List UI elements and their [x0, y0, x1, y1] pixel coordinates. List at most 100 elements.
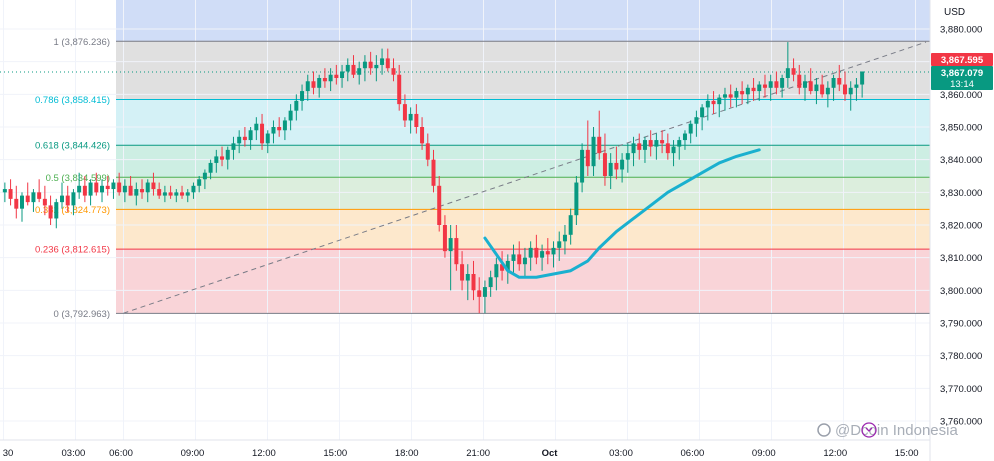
candle-body	[488, 277, 493, 288]
candle-body	[785, 68, 790, 78]
candle-body	[642, 140, 647, 150]
candle-body	[277, 127, 282, 131]
candle-body	[77, 185, 82, 193]
clock-icon[interactable]	[861, 422, 877, 438]
candle-body	[551, 247, 556, 255]
candle-body	[185, 192, 190, 196]
candle-body	[688, 123, 693, 134]
price-tick-label: 3,760.000	[940, 417, 982, 428]
price-tick-label: 3,800.000	[940, 286, 982, 297]
candle-body	[345, 64, 350, 72]
candle-body	[762, 84, 767, 88]
fib-lines	[116, 40, 930, 314]
fib-zone-1	[116, 41, 930, 100]
candle-body	[191, 185, 196, 193]
candle-body	[454, 238, 459, 265]
time-tick-label: 18:00	[395, 448, 419, 459]
candle-body	[145, 182, 150, 193]
candle-body	[694, 117, 699, 124]
candle-body	[48, 205, 53, 219]
candle-body	[700, 107, 705, 118]
candle-body	[711, 100, 716, 105]
candle-body	[625, 153, 630, 160]
time-tick-label: 30	[3, 448, 14, 459]
candle-body	[608, 162, 613, 176]
candle-body	[334, 74, 339, 78]
dashed-trendline[interactable]	[123, 41, 927, 314]
candle-body	[460, 264, 465, 281]
candle-body	[740, 91, 745, 95]
last-price-text: 3,867.595	[941, 55, 984, 66]
moving-average-line	[483, 148, 761, 279]
candle-body	[637, 143, 642, 150]
fib-label-0.5: 0.5 (3,834.599)	[46, 173, 110, 184]
candle-body	[111, 182, 116, 190]
time-tick-label: 15:00	[323, 448, 347, 459]
time-tick-label: 06:00	[681, 448, 705, 459]
candle-body	[397, 74, 402, 105]
candle-body	[705, 100, 710, 108]
watermark-text: @Dcoin Indonesia	[835, 422, 958, 439]
candle-body	[408, 113, 413, 121]
candle-body	[157, 189, 162, 196]
candle-body	[745, 87, 750, 95]
fib-label-0: 0 (3,792.963)	[53, 309, 110, 320]
candle-body	[671, 146, 676, 154]
candle-body	[208, 162, 213, 173]
candle-body	[528, 247, 533, 258]
candle-body	[237, 136, 242, 144]
candle-body	[574, 182, 579, 216]
candle-body	[317, 78, 322, 88]
fib-top-zone	[116, 0, 930, 41]
candle-body	[128, 185, 133, 196]
fib-zone-0.382	[116, 209, 930, 250]
candle-body	[214, 156, 219, 163]
candle-body	[117, 182, 122, 193]
candle-body	[8, 189, 13, 199]
time-tick-label: Oct	[542, 448, 559, 459]
candle-body	[717, 97, 722, 105]
candle-body	[197, 179, 202, 186]
candle-body	[602, 153, 607, 176]
price-tick-label: 3,840.000	[940, 155, 982, 166]
candle-body	[477, 290, 482, 297]
candle-body	[568, 215, 573, 235]
candle-body	[14, 198, 19, 209]
candle-body	[357, 68, 362, 75]
candle-body	[88, 182, 93, 196]
candle-body	[734, 91, 739, 98]
candle-body	[677, 140, 682, 147]
candle-body	[122, 185, 127, 193]
candle-body	[597, 136, 602, 154]
candle-body	[500, 264, 505, 271]
watermark-logo-icon	[817, 423, 831, 437]
candle-body	[391, 68, 396, 75]
candle-body	[660, 140, 665, 144]
candle-body	[368, 61, 373, 69]
candle-body	[482, 287, 487, 297]
time-tick-label: 06:00	[109, 448, 133, 459]
candle-body	[231, 143, 236, 150]
price-tick-label: 3,780.000	[940, 351, 982, 362]
candle-body	[665, 143, 670, 154]
candle-body	[448, 238, 453, 252]
candle-body	[511, 254, 516, 261]
candle-body	[791, 68, 796, 75]
candle-body	[374, 64, 379, 69]
candle-body	[385, 58, 390, 69]
candle-body	[162, 192, 167, 196]
candle-body	[728, 94, 733, 98]
price-tick-label: 3,810.000	[940, 253, 982, 264]
time-axis[interactable]: 30 03:00 06:00 09:00 12:00 15:00 18:00 21:00 Oct…	[3, 448, 919, 459]
candle-body	[757, 84, 762, 92]
candle-body	[134, 189, 139, 196]
candle-body	[517, 254, 522, 265]
candle-body	[322, 78, 327, 82]
candle-body	[54, 202, 59, 219]
candle-body	[174, 192, 179, 196]
candle-body	[265, 133, 270, 144]
candle-body	[254, 123, 259, 131]
price-tick-label: 3,880.000	[940, 25, 982, 36]
candle-body	[168, 192, 173, 196]
